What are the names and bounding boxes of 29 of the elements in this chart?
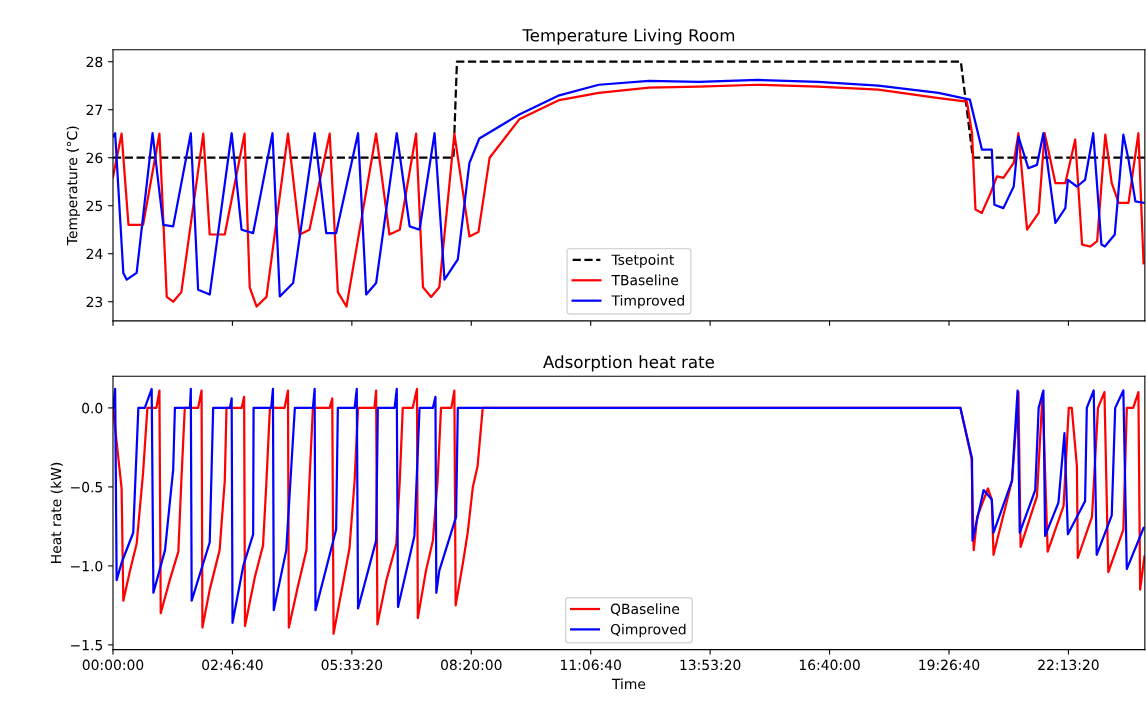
chart-title: Temperature Living Room bbox=[522, 28, 735, 45]
x-axis-title: Time bbox=[611, 678, 646, 690]
x-tick-label: 08:20:00 bbox=[441, 659, 502, 671]
x-tick-label: 05:33:20 bbox=[321, 659, 383, 671]
y-tick-label: 24 bbox=[86, 248, 103, 259]
legend-label: Qimproved bbox=[610, 623, 686, 638]
chart-title: Adsorption heat rate bbox=[543, 355, 715, 372]
y-tick-label: 25 bbox=[86, 200, 103, 212]
y-tick-label: 28 bbox=[86, 56, 103, 68]
x-tick-label: 19:26:40 bbox=[919, 659, 980, 671]
y-tick-label: −1.5 bbox=[71, 640, 103, 651]
y-axis-title: Temperature (°C) bbox=[66, 126, 81, 246]
y-tick-label: −1.0 bbox=[71, 560, 103, 572]
y-tick-label: 27 bbox=[86, 104, 103, 115]
legend-label: Timproved bbox=[611, 294, 684, 309]
x-tick-label: 13:53:20 bbox=[680, 659, 741, 671]
y-tick-label: 23 bbox=[86, 296, 103, 308]
legend-label: QBaseline bbox=[610, 603, 680, 616]
x-tick-label: 02:46:40 bbox=[202, 659, 263, 671]
legend-label: TBaseline bbox=[611, 274, 679, 286]
y-tick-label: −0.5 bbox=[71, 481, 103, 493]
x-tick-label: 16:40:00 bbox=[799, 659, 860, 671]
x-tick-label: 00:00:00 bbox=[82, 659, 144, 671]
x-tick-label: 11:06:40 bbox=[561, 659, 621, 671]
y-tick-label: 26 bbox=[86, 152, 103, 164]
legend-label: Tsetpoint bbox=[611, 254, 675, 268]
y-axis-title: Heat rate (kW) bbox=[50, 462, 63, 563]
y-tick-label: 0.0 bbox=[82, 402, 103, 414]
x-tick-label: 22:13:20 bbox=[1038, 659, 1099, 671]
